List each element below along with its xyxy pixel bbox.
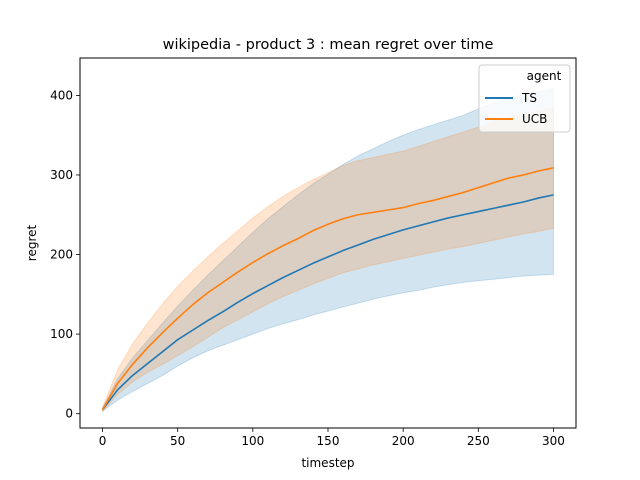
- legend-title: agent: [527, 69, 562, 83]
- x-tick-label: 50: [170, 434, 185, 448]
- x-tick-label: 250: [467, 434, 490, 448]
- line-ts: [101, 194, 554, 411]
- x-tick-label: 0: [99, 434, 107, 448]
- x-axis-ticks: 0 50 100 150 200 250 300: [99, 428, 565, 448]
- x-tick-label: 100: [241, 434, 264, 448]
- y-tick-label: 200: [50, 248, 73, 262]
- legend: agent TS UCB: [478, 64, 571, 133]
- confidence-bands: [102, 88, 554, 413]
- x-tick-label: 200: [392, 434, 415, 448]
- y-axis-ticks: 0 100 200 300 400: [50, 88, 80, 421]
- chart-title: wikipedia - product 3 : mean regret over…: [163, 37, 494, 53]
- line-ucb: [101, 167, 554, 411]
- y-tick-label: 0: [65, 407, 73, 421]
- band-ucb: [102, 107, 554, 413]
- legend-label-ucb: UCB: [522, 112, 547, 126]
- x-axis-label: timestep: [301, 456, 354, 470]
- x-tick-label: 300: [542, 434, 565, 448]
- band-ts: [102, 88, 554, 413]
- legend-label-ts: TS: [521, 91, 537, 105]
- x-tick-label: 150: [317, 434, 340, 448]
- y-axis-label: regret: [25, 224, 39, 261]
- y-tick-label: 100: [50, 327, 73, 341]
- y-tick-label: 300: [50, 168, 73, 182]
- legend-box: [478, 64, 571, 133]
- series-lines: [101, 167, 554, 411]
- y-tick-label: 400: [50, 88, 73, 102]
